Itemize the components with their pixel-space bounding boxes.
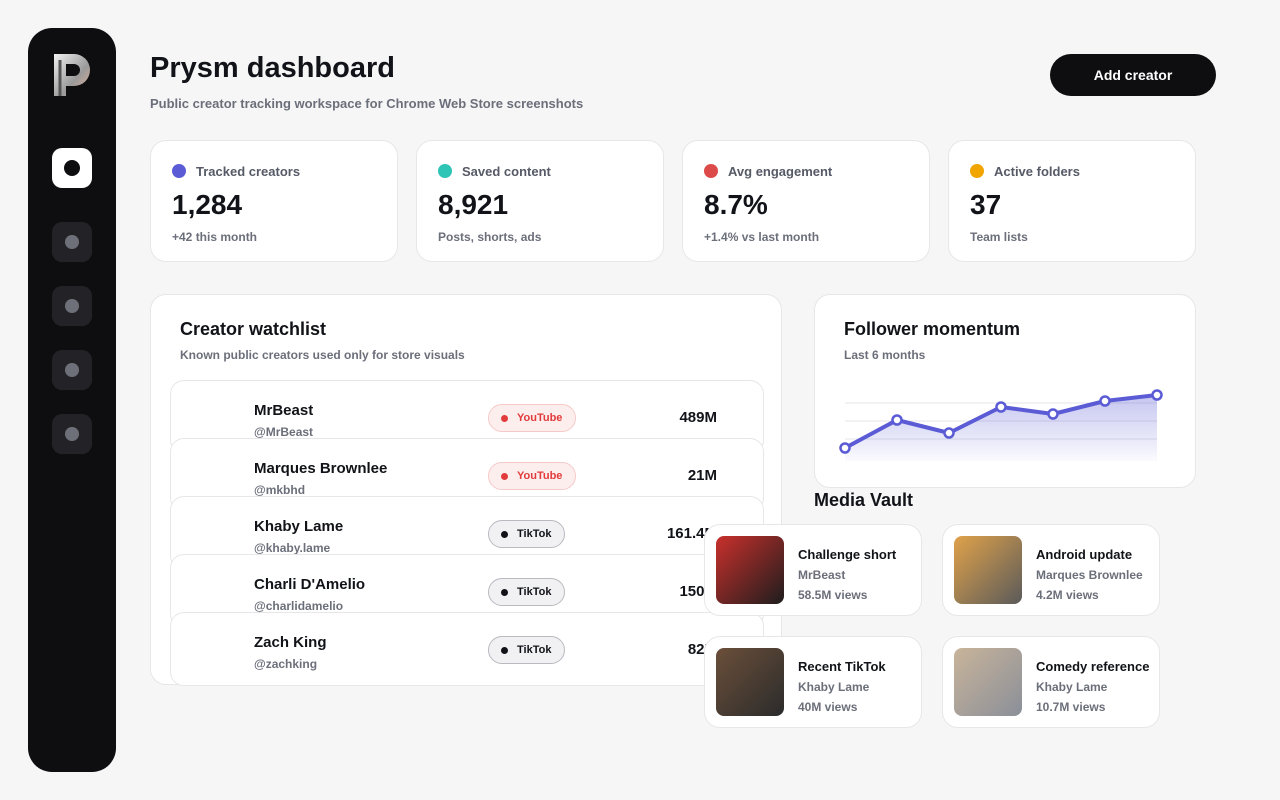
media-creator: Khaby Lame xyxy=(1036,680,1108,694)
point xyxy=(891,414,903,426)
creator-name: MrBeast xyxy=(254,402,314,419)
creator-handle: @mkbhd xyxy=(254,483,306,497)
stat-label: Tracked creators xyxy=(196,164,301,179)
media-title: Android update xyxy=(1036,547,1133,562)
media-views: 4.2M views xyxy=(1036,588,1099,602)
media-thumbnail xyxy=(716,648,784,716)
media-card[interactable]: Android update Marques Brownlee 4.2M views xyxy=(942,524,1160,616)
point xyxy=(1047,408,1059,420)
media-views: 58.5M views xyxy=(798,588,868,602)
sidebar xyxy=(28,28,116,772)
point xyxy=(995,401,1007,413)
stat-value: 1,284 xyxy=(172,189,243,220)
platform-badge: TikTok xyxy=(488,636,566,664)
add-creator-button[interactable]: Add creator xyxy=(1050,54,1216,96)
creator-handle: @zachking xyxy=(254,657,318,671)
creator-name: Zach King xyxy=(254,634,327,651)
stat-dot xyxy=(970,164,984,178)
media-card[interactable]: Challenge short MrBeast 58.5M views xyxy=(704,524,922,616)
media-title: Comedy reference xyxy=(1036,659,1150,674)
panel-subtitle: Known public creators used only for stor… xyxy=(180,348,465,362)
stat-card: Saved content 8,921 Posts, shorts, ads xyxy=(416,140,664,262)
nav-item[interactable] xyxy=(52,414,92,454)
media-creator: Khaby Lame xyxy=(798,680,870,694)
platform-badge: TikTok xyxy=(488,520,566,548)
creator-handle: @MrBeast xyxy=(254,425,314,439)
stat-label: Saved content xyxy=(462,164,551,179)
point xyxy=(1099,395,1111,407)
platform-badge: YouTube xyxy=(488,404,577,432)
media-thumbnail xyxy=(954,648,1022,716)
media-card[interactable]: Comedy reference Khaby Lame 10.7M views xyxy=(942,636,1160,728)
follower-count: 489M xyxy=(679,409,717,426)
creator-row[interactable]: Zach King @zachking TikTok 82M xyxy=(170,612,764,686)
follower-count: 21M xyxy=(687,467,717,484)
media-card[interactable]: Recent TikTok Khaby Lame 40M views xyxy=(704,636,922,728)
stat-note: Posts, shorts, ads xyxy=(438,230,542,244)
momentum-panel: Follower momentum Last 6 months xyxy=(814,294,1196,488)
media-thumbnail xyxy=(954,536,1022,604)
platform-badge: YouTube xyxy=(488,462,577,490)
stat-value: 8,921 xyxy=(438,189,509,220)
area xyxy=(845,395,1157,461)
page-title: Prysm dashboard xyxy=(150,52,395,84)
stat-card: Tracked creators 1,284 +42 this month xyxy=(150,140,398,262)
point xyxy=(1151,389,1163,401)
media-views: 40M views xyxy=(798,700,858,714)
media-title: Challenge short xyxy=(798,547,897,562)
panel-title: Creator watchlist xyxy=(180,319,327,339)
stat-card: Avg engagement 8.7% +1.4% vs last month xyxy=(682,140,930,262)
stat-label: Active folders xyxy=(994,164,1080,179)
stat-note: +42 this month xyxy=(172,230,258,244)
creator-name: Charli D'Amelio xyxy=(254,576,366,593)
section-title: Media Vault xyxy=(814,490,914,510)
stat-dot xyxy=(172,164,186,178)
stat-dot xyxy=(704,164,718,178)
point xyxy=(839,442,851,454)
line-chart xyxy=(839,389,1163,461)
point xyxy=(943,427,955,439)
stat-value: 37 xyxy=(970,189,1002,220)
creator-name: Marques Brownlee xyxy=(254,460,388,477)
media-views: 10.7M views xyxy=(1036,700,1106,714)
media-creator: Marques Brownlee xyxy=(1036,568,1143,582)
platform-badge: TikTok xyxy=(488,578,566,606)
nav-home[interactable] xyxy=(52,148,92,188)
panel-subtitle: Last 6 months xyxy=(844,348,926,362)
stat-dot xyxy=(438,164,452,178)
media-title: Recent TikTok xyxy=(798,659,886,674)
creator-handle: @charlidamelio xyxy=(254,599,344,613)
stat-card: Active folders 37 Team lists xyxy=(948,140,1196,262)
logo xyxy=(54,54,90,96)
stat-note: +1.4% vs last month xyxy=(704,230,820,244)
creator-handle: @khaby.lame xyxy=(254,541,331,555)
stat-label: Avg engagement xyxy=(728,164,833,179)
nav-item[interactable] xyxy=(52,350,92,390)
panel-title: Follower momentum xyxy=(844,319,1021,339)
media-creator: MrBeast xyxy=(798,568,846,582)
nav-item[interactable] xyxy=(52,286,92,326)
page-subtitle: Public creator tracking workspace for Ch… xyxy=(150,96,584,111)
stat-note: Team lists xyxy=(970,230,1028,244)
creator-name: Khaby Lame xyxy=(254,518,344,535)
stat-value: 8.7% xyxy=(704,189,768,220)
media-thumbnail xyxy=(716,536,784,604)
nav-item[interactable] xyxy=(52,222,92,262)
